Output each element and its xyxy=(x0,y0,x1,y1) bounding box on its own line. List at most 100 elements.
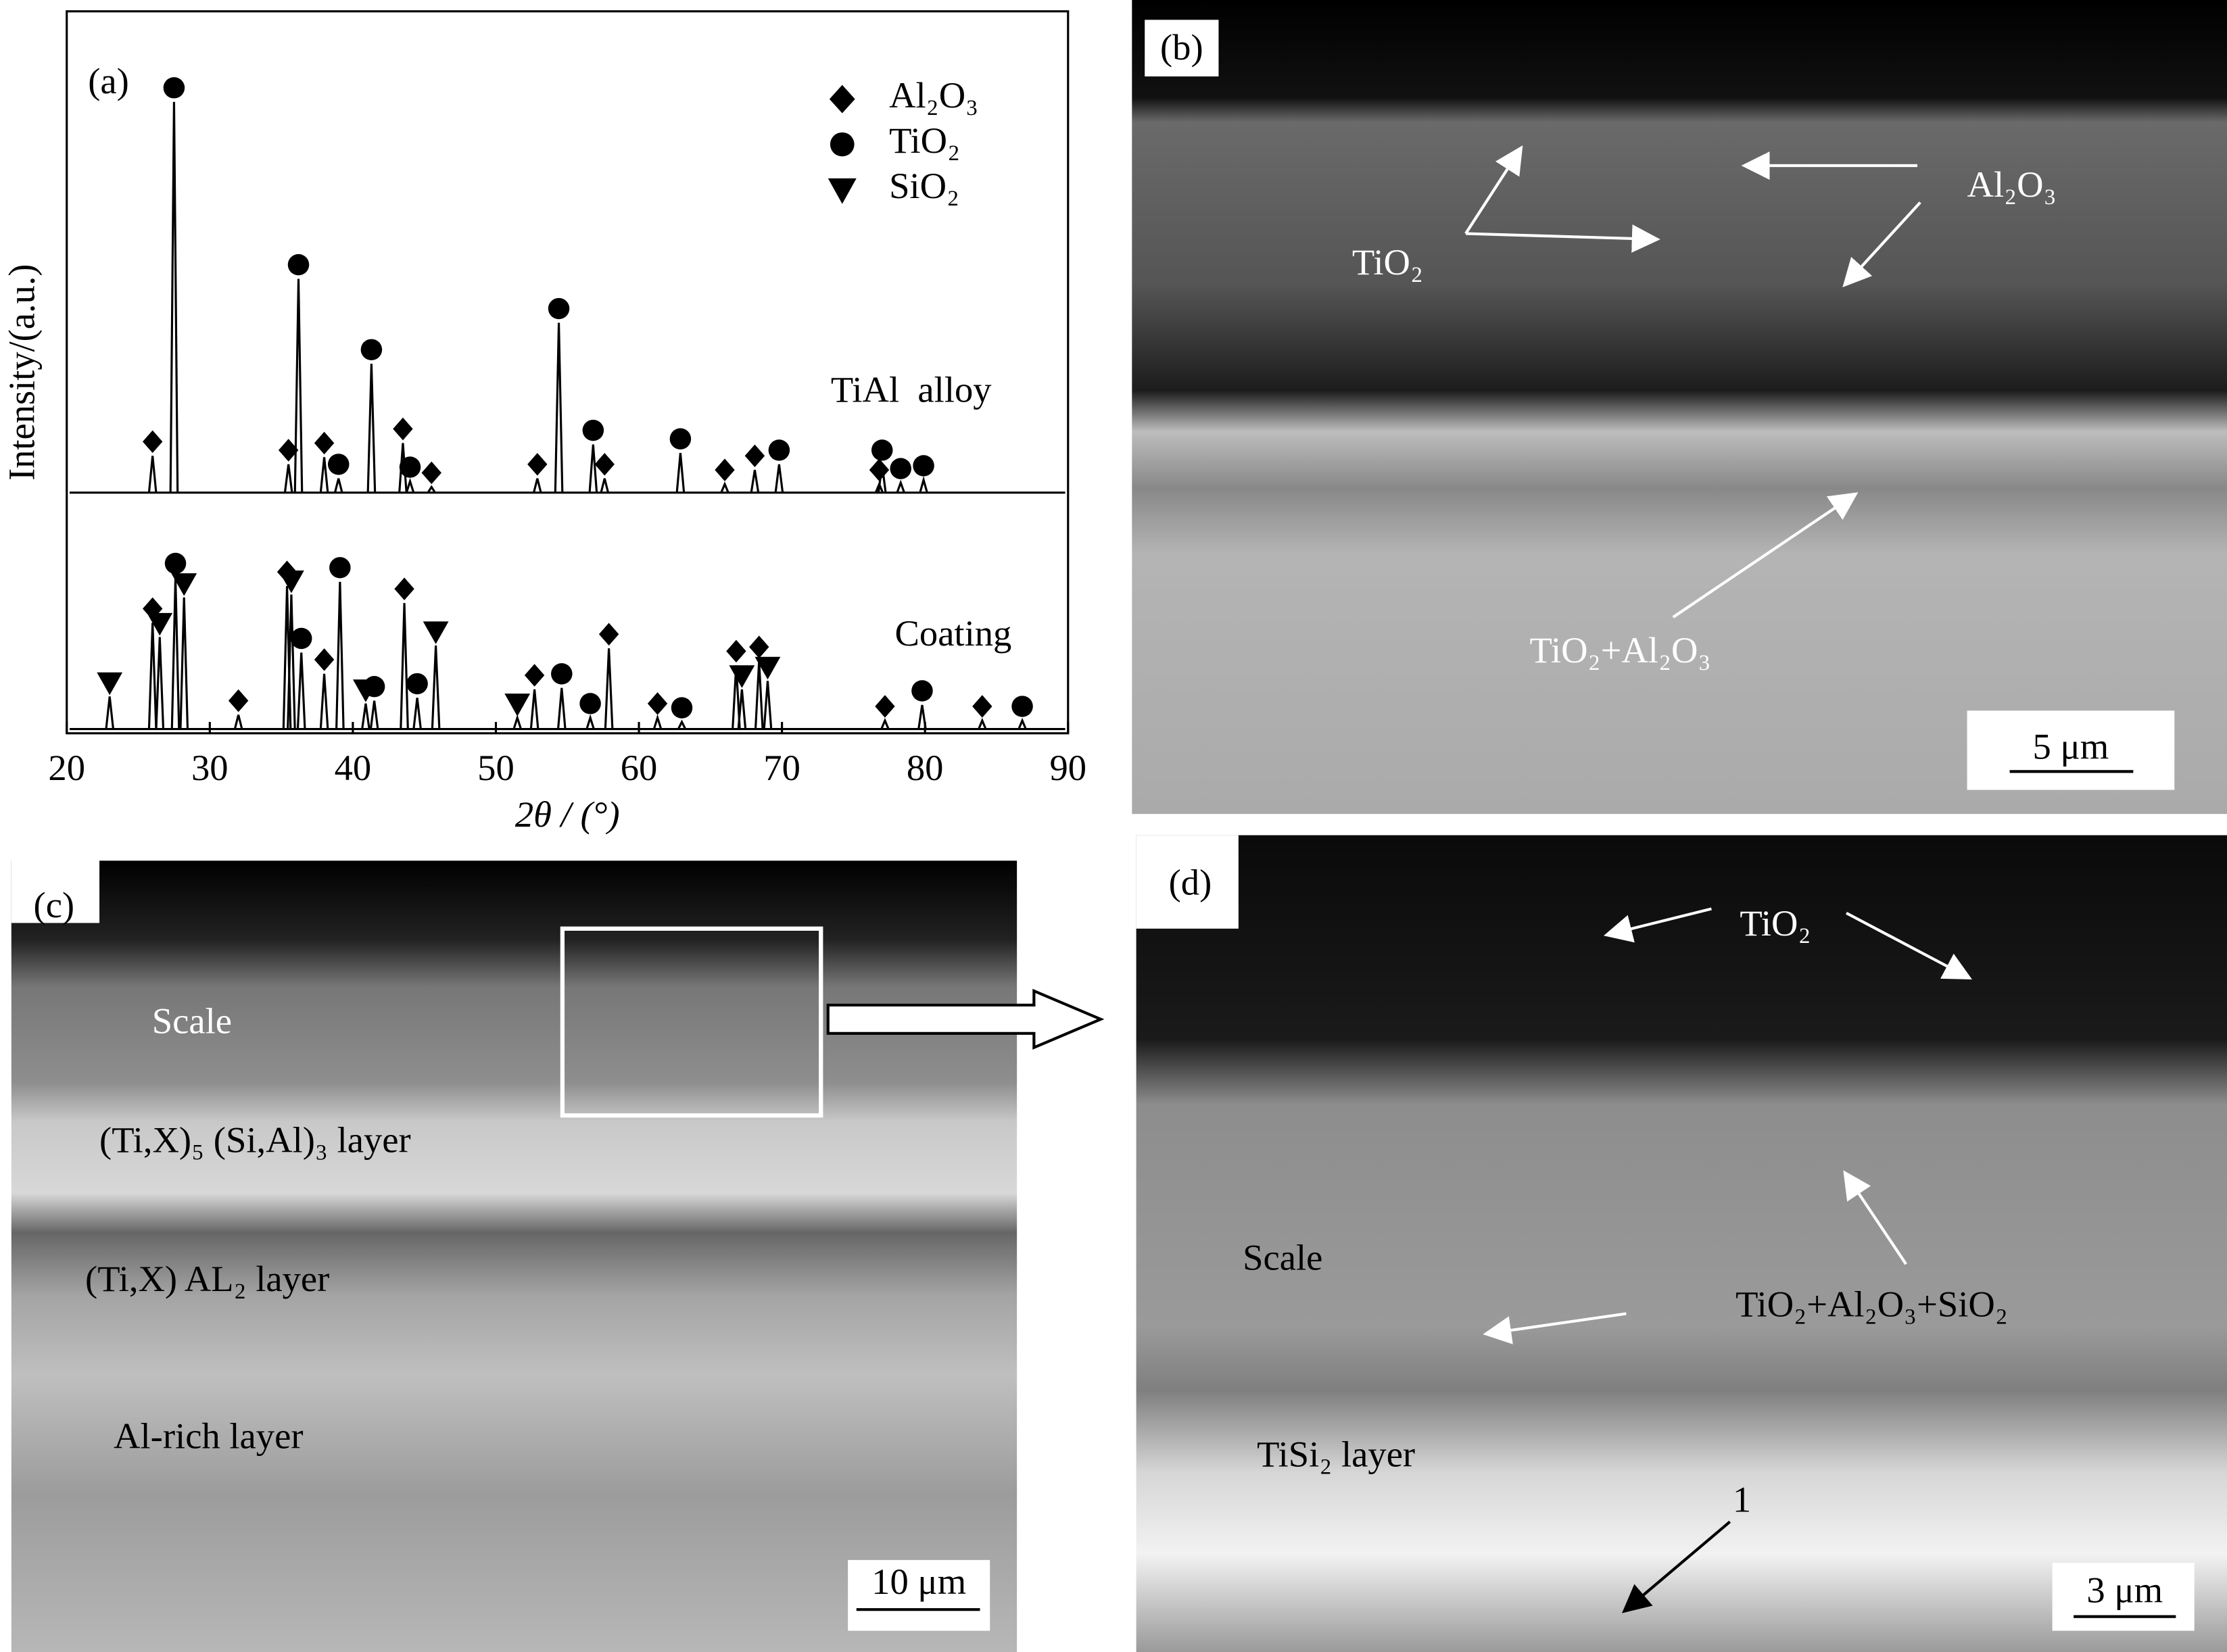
x-tick-label: 50 xyxy=(477,747,514,788)
peak xyxy=(147,456,158,493)
peak xyxy=(677,719,687,730)
phase-marker xyxy=(669,428,692,450)
peak xyxy=(652,714,663,730)
xrd-chart: (a) 2θ / (°) Intensity/(a.u.) 20 30 40 50 60 70 8… xyxy=(1,10,1086,835)
x-tick-label: 80 xyxy=(907,747,944,788)
label-box xyxy=(11,837,100,923)
label-box xyxy=(1136,835,1239,929)
arrow xyxy=(1464,145,1523,235)
arrow xyxy=(1621,1520,1731,1613)
scale-box xyxy=(2052,1563,2195,1631)
phase-marker xyxy=(329,557,351,579)
phase-marker xyxy=(279,570,304,593)
scale-bar-label: 10 μm xyxy=(871,1561,966,1602)
phase-marker xyxy=(911,680,933,702)
phase-marker xyxy=(755,656,781,680)
peak xyxy=(319,673,329,729)
annotation: Scale xyxy=(1243,1237,1322,1278)
phase-marker xyxy=(671,697,693,719)
peak xyxy=(405,477,415,493)
legend-label: TiO₂ xyxy=(889,120,960,161)
peak xyxy=(1017,717,1027,730)
scale-bar-label: 5 μm xyxy=(2033,726,2109,767)
peak xyxy=(287,594,296,729)
peak xyxy=(512,714,522,730)
peak xyxy=(412,698,422,729)
phase-marker xyxy=(278,439,299,462)
peak xyxy=(431,645,441,729)
zoom-arrow xyxy=(826,988,1105,1050)
peak xyxy=(155,637,165,729)
peak xyxy=(533,478,542,493)
peak xyxy=(754,660,764,729)
series-label: Coating xyxy=(894,612,1011,654)
peak xyxy=(369,700,379,729)
peak xyxy=(179,597,189,729)
peak xyxy=(737,689,747,729)
peak xyxy=(361,703,370,729)
phase-marker xyxy=(327,454,350,475)
x-tick-label: 20 xyxy=(48,747,85,788)
zoom-box xyxy=(560,926,823,1118)
peak xyxy=(585,714,595,730)
legend-symbol xyxy=(829,84,855,114)
annotation: Al-rich layer xyxy=(114,1415,303,1456)
phase-marker xyxy=(579,693,601,714)
phase-marker xyxy=(875,695,895,718)
scale-box xyxy=(1967,710,2175,790)
phase-marker xyxy=(548,297,570,320)
phase-marker xyxy=(871,439,893,461)
peak xyxy=(147,623,158,729)
phase-marker xyxy=(726,639,746,663)
peak xyxy=(675,453,686,493)
peak xyxy=(366,364,377,493)
phase-marker xyxy=(647,692,668,715)
sem-image xyxy=(1136,835,2227,1652)
sem-image xyxy=(11,860,1017,1652)
peak xyxy=(169,101,179,493)
phase-marker xyxy=(228,689,249,712)
phase-marker xyxy=(913,455,934,477)
peak xyxy=(233,714,243,729)
phase-marker xyxy=(421,461,441,485)
peak xyxy=(319,457,329,493)
micrograph-b: (b) TiO₂ Al₂O₃ TiO₂+Al₂O₃ 5 μm xyxy=(1132,0,2227,815)
phase-marker xyxy=(524,664,545,687)
phase-marker xyxy=(97,672,123,696)
annotation: Scale xyxy=(152,1000,232,1042)
phase-marker xyxy=(504,694,531,716)
arrow xyxy=(1843,1170,1907,1265)
phase-marker xyxy=(551,663,573,685)
annotation: 1 xyxy=(1733,1479,1751,1520)
arrow xyxy=(1483,1312,1627,1344)
micrograph-c: (c) Scale (Ti,X)₅ (Si,Al)₃ layer (Ti,X) … xyxy=(11,837,1105,1652)
peak xyxy=(588,444,598,493)
peak xyxy=(919,476,928,493)
phase-marker xyxy=(290,627,312,650)
phase-marker xyxy=(314,648,335,671)
phase-marker xyxy=(171,573,197,596)
annotation: TiO₂ xyxy=(1352,241,1423,283)
annotation: TiO₂ xyxy=(1740,902,1811,944)
y-axis-title: Intensity/(a.u.) xyxy=(1,264,42,481)
label-box xyxy=(1145,20,1219,77)
phase-marker xyxy=(142,430,163,454)
legend-symbol xyxy=(828,178,857,204)
phase-marker xyxy=(164,552,187,575)
arrow xyxy=(1842,201,1921,288)
legend-label: Al₂O₃ xyxy=(889,74,978,116)
peak xyxy=(283,464,293,493)
peak xyxy=(427,485,436,493)
phase-marker xyxy=(163,77,185,99)
peak xyxy=(750,470,760,493)
panel-label: (b) xyxy=(1160,26,1203,68)
panel-label: (d) xyxy=(1169,862,1212,903)
x-tick-label: 60 xyxy=(621,747,658,788)
series-label: TiAl alloy xyxy=(831,369,992,410)
peak xyxy=(529,689,540,729)
peak xyxy=(774,464,784,493)
phase-marker xyxy=(869,458,890,482)
peak xyxy=(917,704,927,729)
arrow xyxy=(1465,224,1660,253)
